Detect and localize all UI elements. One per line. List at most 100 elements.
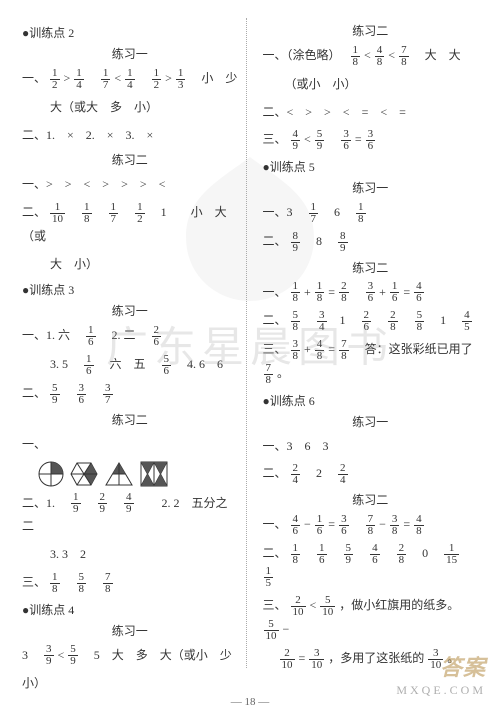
shapes-row bbox=[38, 461, 238, 487]
triangle-icon bbox=[104, 461, 134, 487]
line: 一、 bbox=[22, 433, 238, 456]
fraction: 59 bbox=[344, 543, 354, 566]
exercise-title: 练习二 bbox=[263, 22, 479, 39]
fraction: 37 bbox=[103, 383, 113, 406]
fraction: 14 bbox=[74, 68, 84, 91]
line: （或小 小） bbox=[263, 73, 479, 96]
section-3: ●训练点 3 bbox=[22, 281, 238, 298]
section-5: ●训练点 5 bbox=[263, 158, 479, 175]
line: 一、 12 > 14 17 < 14 12 > 13 小 少 bbox=[22, 67, 238, 91]
section-4: ●训练点 4 bbox=[22, 601, 238, 618]
text: 2. 二 bbox=[100, 328, 148, 342]
text: 。 bbox=[447, 651, 459, 665]
line: 210 = 310 ，多用了这张纸的 310 。 bbox=[263, 647, 479, 671]
text: 一、 bbox=[22, 71, 46, 85]
fraction: 24 bbox=[338, 463, 348, 486]
line: 一、> > < > > > < bbox=[22, 173, 238, 196]
text: 8 bbox=[304, 234, 334, 248]
fraction: 17 bbox=[101, 68, 111, 91]
fraction: 16 bbox=[315, 514, 325, 537]
text: 3 bbox=[22, 648, 40, 662]
fraction: 89 bbox=[338, 231, 348, 254]
page: ●训练点 2 练习一 一、 12 > 14 17 < 14 12 > 13 小 … bbox=[0, 0, 500, 716]
fraction: 18 bbox=[315, 281, 325, 304]
fraction: 14 bbox=[125, 68, 135, 91]
text: 六 五 bbox=[98, 357, 158, 371]
fraction: 12 bbox=[152, 68, 162, 91]
fraction: 78 bbox=[339, 339, 349, 362]
text: 二、 bbox=[263, 466, 287, 480]
square-icon bbox=[140, 461, 168, 487]
fraction: 48 bbox=[375, 45, 385, 68]
fraction: 46 bbox=[370, 543, 380, 566]
line: 一、1. 六 16 2. 二 26 bbox=[22, 324, 238, 348]
text: 三、 bbox=[263, 598, 287, 612]
line: 3. 5 16 六 五 56 4. 6 6 bbox=[22, 353, 238, 377]
fraction: 29 bbox=[98, 492, 108, 515]
fraction: 48 bbox=[414, 514, 424, 537]
section-6: ●训练点 6 bbox=[263, 392, 479, 409]
exercise-title: 练习一 bbox=[22, 45, 238, 62]
exercise-title: 练习一 bbox=[22, 302, 238, 319]
line: 三、 210 < 510 ，做小红旗用的纸多。 510 − bbox=[263, 594, 479, 642]
text: 二、 bbox=[22, 386, 46, 400]
line: 二、 110 18 17 12 1 小 大（或 bbox=[22, 201, 238, 248]
fraction: 49 bbox=[291, 129, 301, 152]
line: 一、（涂色略） 18 < 48 < 78 大 大 bbox=[263, 44, 479, 68]
fraction: 28 bbox=[397, 543, 407, 566]
fraction: 310 bbox=[428, 648, 443, 671]
fraction: 46 bbox=[414, 281, 424, 304]
right-column: 练习二 一、（涂色略） 18 < 48 < 78 大 大 （或小 小） 二、< … bbox=[259, 18, 479, 668]
text: 4. 6 6 bbox=[175, 357, 223, 371]
text: 0 bbox=[410, 546, 440, 560]
fraction: 36 bbox=[366, 281, 376, 304]
line: 二、 89 8 89 bbox=[263, 230, 479, 254]
fraction: 28 bbox=[339, 281, 349, 304]
text: 3. 5 bbox=[38, 357, 80, 371]
columns: ●训练点 2 练习一 一、 12 > 14 17 < 14 12 > 13 小 … bbox=[22, 18, 478, 668]
line: 一、3 17 6 18 bbox=[263, 201, 479, 225]
text: 2 bbox=[304, 466, 334, 480]
left-column: ●训练点 2 练习一 一、 12 > 14 17 < 14 12 > 13 小 … bbox=[22, 18, 247, 668]
fraction: 16 bbox=[317, 543, 327, 566]
exercise-title: 练习二 bbox=[263, 259, 479, 276]
fraction: 18 bbox=[291, 543, 301, 566]
fraction: 34 bbox=[317, 310, 327, 333]
fraction: 28 bbox=[388, 310, 398, 333]
text: 二、 bbox=[263, 546, 287, 560]
line: 二、 58 34 1 26 28 58 1 45 bbox=[263, 309, 479, 333]
fraction: 18 bbox=[291, 281, 301, 304]
page-number: — 18 — bbox=[0, 696, 500, 708]
fraction: 110 bbox=[50, 202, 65, 225]
line: 二、< > > < = < = bbox=[263, 101, 479, 124]
line: 大（或大 多 小） bbox=[22, 96, 238, 119]
fraction: 12 bbox=[135, 202, 145, 225]
fraction: 49 bbox=[124, 492, 134, 515]
text: 三、 bbox=[263, 132, 287, 146]
fraction: 39 bbox=[44, 644, 54, 667]
line: 三、 18 58 78 bbox=[22, 571, 238, 595]
fraction: 36 bbox=[77, 383, 87, 406]
text: 一、（涂色略） bbox=[263, 48, 347, 62]
text: 三、 bbox=[263, 342, 287, 356]
fraction: 45 bbox=[462, 310, 472, 333]
line: 二、1. × 2. × 3. × bbox=[22, 124, 238, 147]
line: 二、 24 2 24 bbox=[263, 462, 479, 486]
line: 一、3 6 3 bbox=[263, 435, 479, 458]
fraction: 59 bbox=[315, 129, 325, 152]
fraction: 115 bbox=[444, 543, 459, 566]
fraction: 38 bbox=[291, 339, 301, 362]
text: 一、 bbox=[263, 517, 287, 531]
fraction: 510 bbox=[320, 595, 335, 618]
fraction: 46 bbox=[291, 514, 301, 537]
line: 3. 3 2 bbox=[22, 543, 238, 566]
fraction: 17 bbox=[309, 202, 319, 225]
fraction: 48 bbox=[315, 339, 325, 362]
fraction: 59 bbox=[50, 383, 60, 406]
text: 一、 bbox=[263, 285, 287, 299]
text: 二、 bbox=[263, 234, 287, 248]
fraction: 16 bbox=[84, 354, 94, 377]
line: 3 39 < 59 5 大 多 大（或小 少 bbox=[22, 644, 238, 668]
circle-icon bbox=[38, 461, 64, 487]
text: 一、3 bbox=[263, 205, 305, 219]
